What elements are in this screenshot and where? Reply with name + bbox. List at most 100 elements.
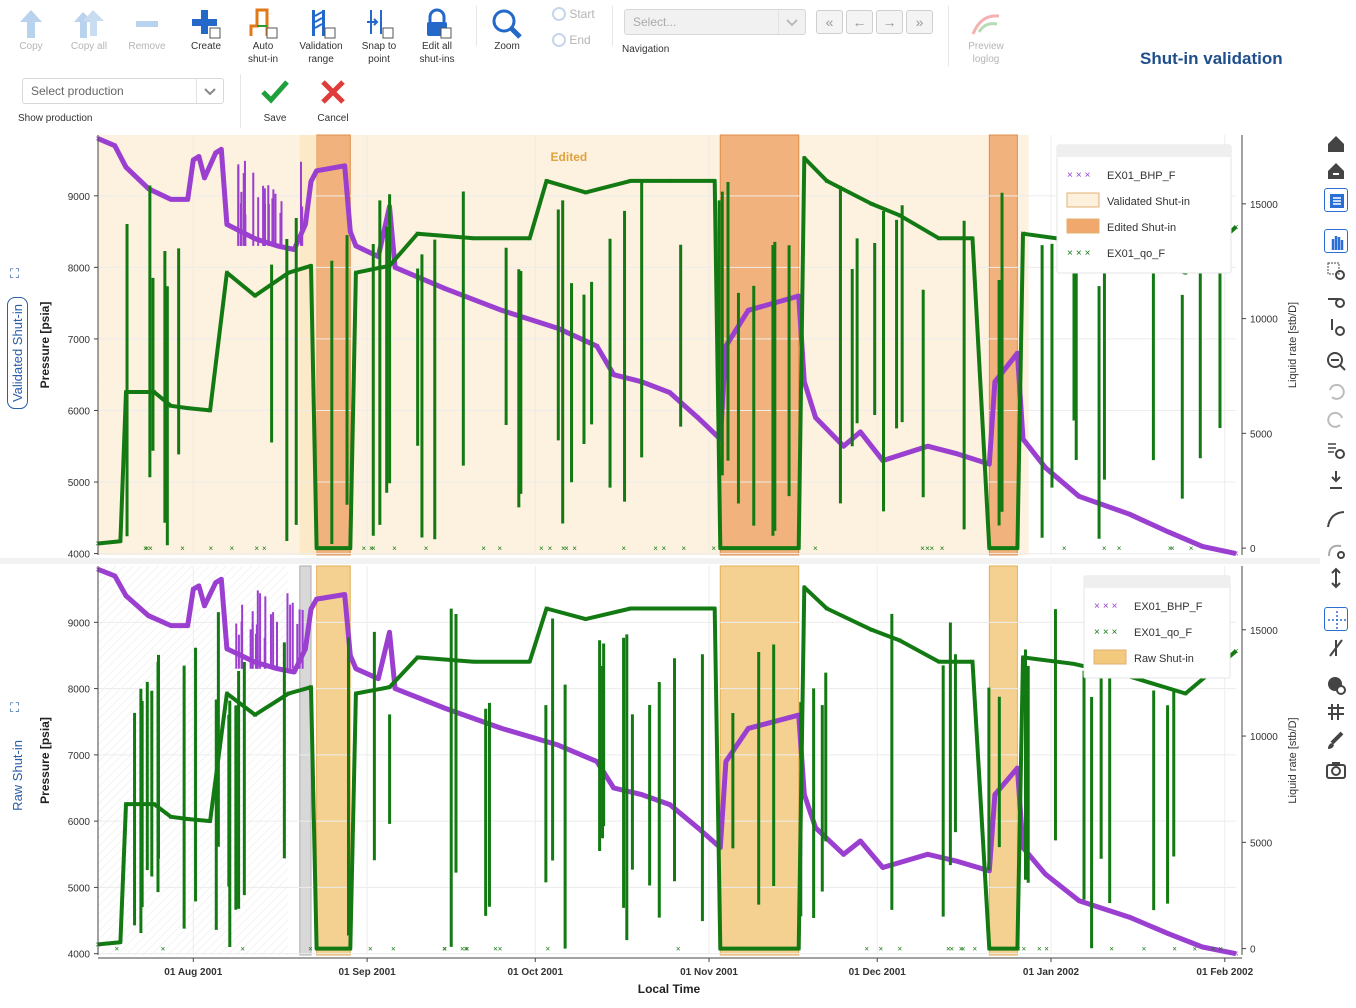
- end-zoom-icon: [552, 32, 566, 47]
- start-button[interactable]: Start: [552, 6, 602, 21]
- qo-point: ×: [415, 652, 420, 662]
- reset-axis-icon[interactable]: [1324, 468, 1348, 492]
- brush-icon[interactable]: [1324, 729, 1348, 753]
- production-select[interactable]: Select production: [22, 78, 224, 104]
- edited-shutin-region[interactable]: [719, 134, 800, 556]
- bhp-point: ×: [123, 591, 128, 601]
- snap-label-1: Snap to: [361, 41, 397, 52]
- expand-icon[interactable]: ⛶: [10, 700, 20, 715]
- nav-prev-button[interactable]: ←: [846, 10, 873, 34]
- legend-swatch: [1066, 218, 1100, 234]
- plus-icon: [192, 10, 221, 39]
- copy-all-button[interactable]: Copy all: [66, 8, 112, 53]
- crosshair-icon[interactable]: [1324, 607, 1348, 631]
- qo-zero-point: ×: [878, 945, 883, 954]
- legend-marker: ×××: [1094, 601, 1121, 612]
- qo-zero-point: ×: [561, 544, 566, 553]
- raw-shutin-region[interactable]: [316, 565, 351, 956]
- qo-point: ×: [224, 268, 229, 278]
- legend-label[interactable]: EX01_qo_F: [1134, 627, 1192, 639]
- bhp-point: ×: [303, 644, 308, 654]
- bhp-point: ×: [1200, 942, 1205, 952]
- end-button[interactable]: End: [552, 32, 602, 47]
- qo-zero-point: ×: [442, 945, 447, 954]
- bhp-point: ×: [695, 413, 700, 423]
- magnifier-icon: [492, 9, 522, 39]
- edit-all-shutins-button[interactable]: Edit all shut-ins: [414, 8, 460, 66]
- qo-zero-point: ×: [776, 945, 781, 954]
- page-title: Shut-in validation: [1140, 49, 1283, 68]
- qo-zero-point: ×: [711, 544, 716, 553]
- nav-next-button[interactable]: →: [876, 10, 903, 34]
- create-button[interactable]: Create: [186, 8, 226, 53]
- qo-zero-point: ×: [736, 945, 741, 954]
- grid-icon[interactable]: [1324, 700, 1348, 724]
- qo-zero-point: ×: [443, 945, 448, 954]
- y-zoom-icon[interactable]: [1324, 315, 1348, 339]
- series-bhp-line: [97, 566, 1237, 957]
- vertical-scale-icon[interactable]: [1324, 566, 1348, 590]
- validation-range-button[interactable]: Validation range: [298, 8, 344, 66]
- legend-label[interactable]: EX01_qo_F: [1107, 248, 1165, 260]
- preview-loglog-button[interactable]: Preview loglog: [962, 8, 1010, 66]
- bhp-point: ×: [308, 604, 313, 614]
- legend-label[interactable]: EX01_BHP_F: [1107, 170, 1176, 182]
- list-icon[interactable]: [1324, 188, 1348, 212]
- bhp-point: ×: [953, 856, 958, 866]
- bhp-point: ×: [813, 413, 818, 423]
- zoom-button[interactable]: Zoom: [486, 8, 528, 53]
- legend-label[interactable]: Edited Shut-in: [1107, 222, 1176, 234]
- qo-zero-point: ×: [1044, 945, 1049, 954]
- expand-icon[interactable]: ⛶: [10, 266, 20, 281]
- auto-shutin-label-2: shut-in: [247, 54, 278, 65]
- qo-zero-point: ×: [161, 945, 166, 954]
- copy-button[interactable]: Copy: [12, 8, 50, 53]
- curve-icon: [1327, 511, 1345, 528]
- redo-icon[interactable]: [1324, 408, 1348, 432]
- bhp-point: ×: [611, 783, 616, 793]
- x-zoom-icon[interactable]: [1324, 287, 1348, 311]
- qo-zero-point: ×: [681, 544, 686, 553]
- nav-last-button[interactable]: »: [906, 10, 933, 34]
- home-icon[interactable]: [1324, 132, 1348, 156]
- lasso-icon[interactable]: [1324, 538, 1348, 562]
- snap-icon[interactable]: [1324, 636, 1348, 660]
- curve-icon[interactable]: [1324, 507, 1348, 531]
- legend-label[interactable]: Validated Shut-in: [1107, 196, 1190, 208]
- qo-zero-point: ×: [1016, 945, 1021, 954]
- save-button[interactable]: Save: [256, 78, 294, 125]
- zoom-fit-icon[interactable]: [1324, 438, 1348, 462]
- snap-to-point-button[interactable]: Snap to point: [358, 8, 400, 66]
- remove-button[interactable]: Remove: [126, 8, 168, 53]
- legend-label[interactable]: Raw Shut-in: [1134, 653, 1194, 665]
- bhp-point: ×: [925, 441, 930, 451]
- legend-label[interactable]: EX01_BHP_F: [1134, 601, 1203, 613]
- hover-icon[interactable]: [1324, 673, 1348, 697]
- bhp-point: ×: [314, 166, 319, 176]
- bhp-point: ×: [392, 684, 397, 694]
- bhp-point: ×: [1127, 509, 1132, 519]
- bhp-point: ×: [348, 650, 353, 660]
- qo-point: ×: [897, 635, 902, 645]
- panel-divider[interactable]: [0, 558, 1320, 564]
- nav-first-button[interactable]: «: [816, 10, 843, 34]
- y2-tick-label: 10000: [1250, 732, 1278, 743]
- qo-zero-point: ×: [1102, 544, 1107, 553]
- qo-zero-point: ×: [946, 945, 951, 954]
- navigation-select-value: Select...: [633, 15, 677, 29]
- navigation-select[interactable]: Select...: [624, 9, 806, 35]
- y-zoom-icon: [1331, 319, 1345, 336]
- cancel-button[interactable]: Cancel: [314, 78, 352, 125]
- chart-area[interactable]: ××× ×× ××× ×××× ××××××××××××××××××××××××××××…: [0, 130, 1320, 1000]
- auto-shutin-button[interactable]: Auto shut-in: [242, 4, 284, 66]
- home-reset-icon[interactable]: [1324, 159, 1348, 183]
- pan-icon[interactable]: [1324, 229, 1348, 253]
- qo-zero-point: ×: [347, 544, 352, 553]
- qo-point: ×: [353, 689, 358, 699]
- undo-icon[interactable]: [1324, 380, 1348, 404]
- y-tick-label: 8000: [68, 263, 91, 274]
- raw-shutin-region[interactable]: [988, 565, 1018, 956]
- box-zoom-icon[interactable]: [1324, 259, 1348, 283]
- zoom-out-icon[interactable]: [1324, 349, 1348, 373]
- camera-icon[interactable]: [1324, 758, 1348, 782]
